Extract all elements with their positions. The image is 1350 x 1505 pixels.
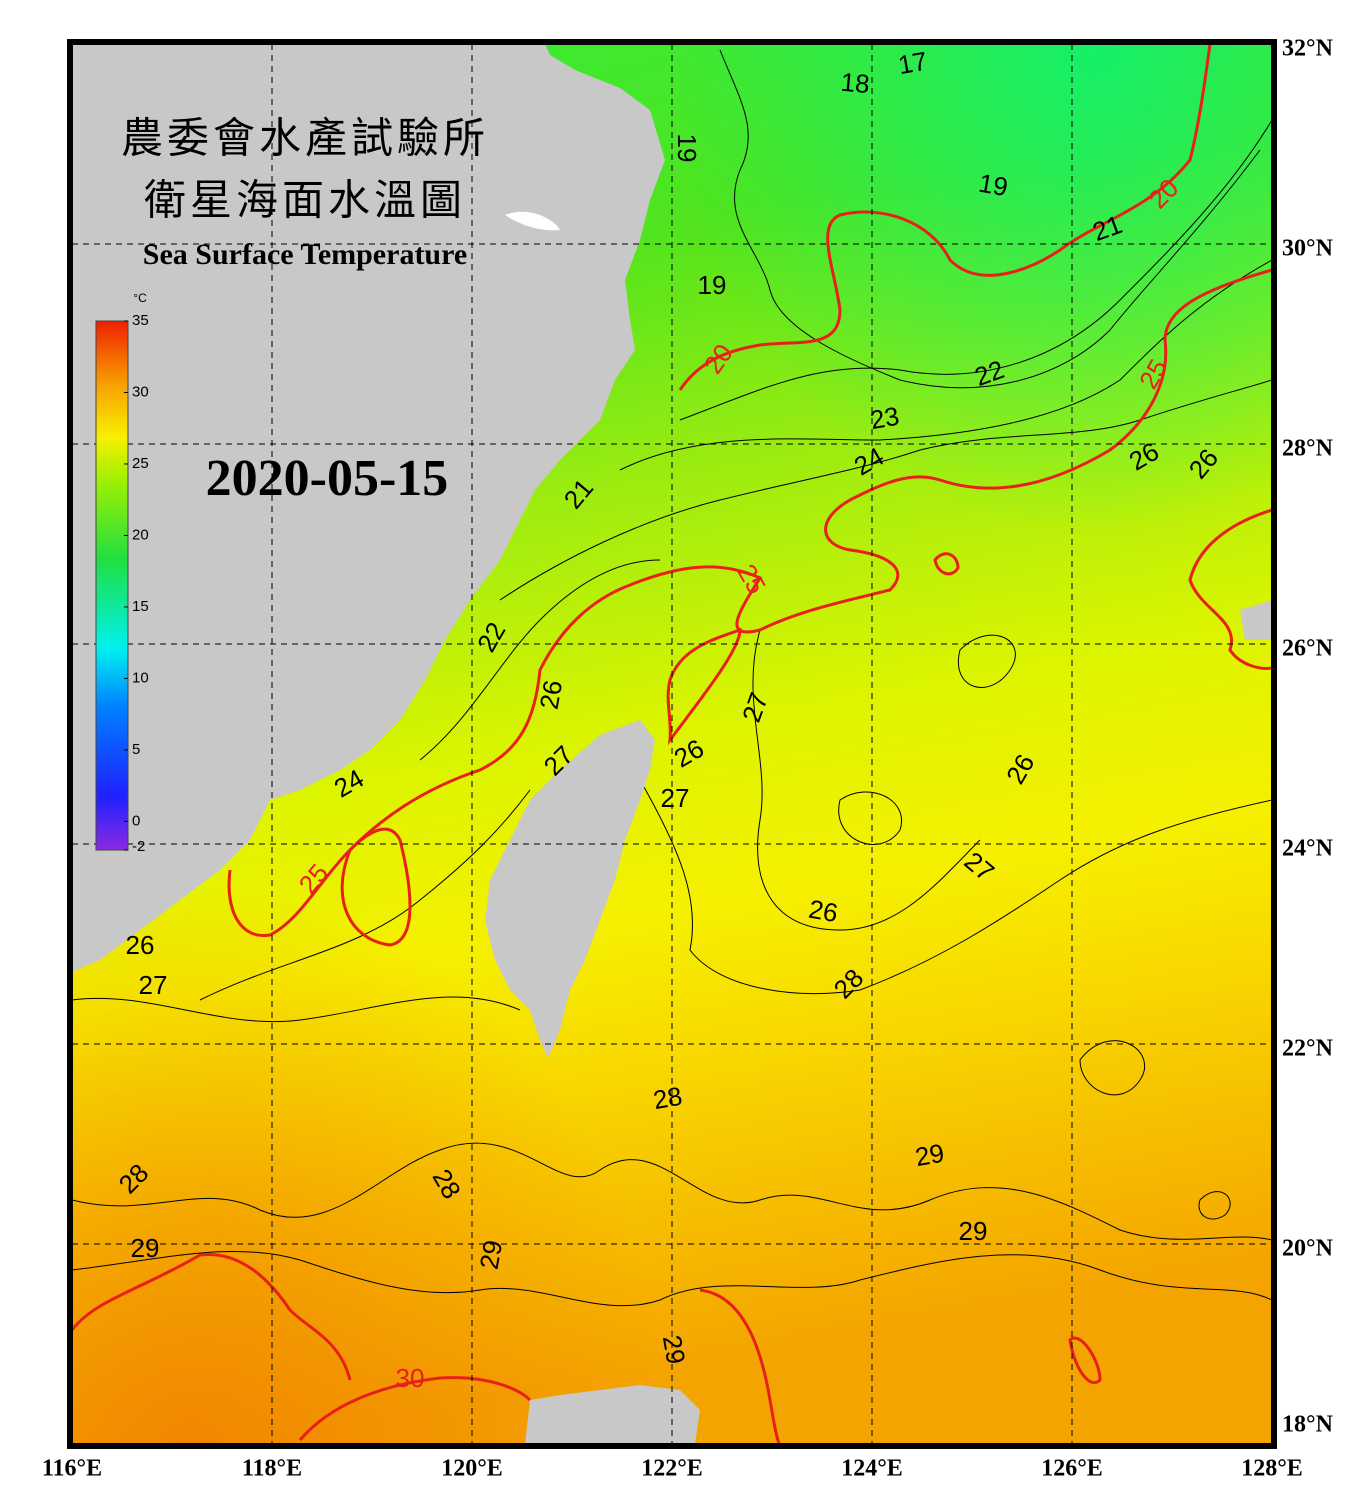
contour-label: 19: [672, 134, 702, 163]
colorbar-tick-label: 5: [132, 741, 140, 758]
contour-line: [72, 1252, 352, 1381]
estuary: [505, 211, 560, 231]
title-en: Sea Surface Temperature: [143, 238, 467, 271]
colorbar-tick-label: 15: [132, 598, 149, 615]
contour-line: [639, 779, 1272, 995]
contour-line: [227, 268, 1272, 938]
land-china: [72, 44, 665, 972]
subtitle-zh: 衛星海面水溫圖: [144, 179, 466, 225]
contour-label: 26: [807, 894, 841, 929]
x-tick-label: 122°E: [641, 1456, 703, 1482]
colorbar-tick-label: 25: [132, 455, 149, 472]
contour-label: 27: [661, 783, 690, 813]
contour-line: [678, 44, 1212, 391]
contour-label: 29: [959, 1216, 988, 1246]
x-tick-label: 116°E: [42, 1456, 102, 1482]
colorbar-unit: °C: [133, 291, 147, 305]
y-tick-label: 30°N: [1282, 236, 1334, 262]
map-frame: [67, 39, 1277, 1449]
contour-line: [666, 627, 742, 746]
contour-line: [298, 1376, 532, 1441]
colorbar-tick-label: 10: [132, 669, 149, 686]
colorbar-tick-label: 30: [132, 383, 149, 400]
y-tick-label: 20°N: [1282, 1236, 1334, 1262]
land-taiwan: [485, 720, 655, 1058]
contour-line: [72, 996, 521, 1023]
y-tick-label: 24°N: [1282, 836, 1334, 862]
land-island: [1240, 600, 1272, 640]
contour-label: 30: [396, 1363, 425, 1393]
contour-line: [679, 119, 1272, 421]
contour-line: [1188, 508, 1272, 670]
contour-label: 29: [657, 1333, 692, 1367]
contour-line: [719, 49, 1261, 389]
x-tick-label: 118°E: [242, 1456, 302, 1482]
contour-line: [499, 379, 1272, 601]
contour-label: 26: [126, 930, 155, 960]
contour-line: [72, 1142, 1272, 1241]
x-tick-label: 128°E: [1241, 1456, 1303, 1482]
contour-line: [340, 827, 412, 947]
y-tick-label: 32°N: [1282, 36, 1334, 62]
contour-line: [933, 552, 960, 576]
y-tick-label: 18°N: [1282, 1412, 1334, 1438]
contour-label: 17: [896, 46, 930, 81]
contour-line: [838, 791, 903, 845]
contour-line: [699, 1288, 782, 1444]
contour-label: 26: [534, 678, 569, 712]
x-tick-label: 124°E: [841, 1456, 903, 1482]
y-tick-label: 26°N: [1282, 636, 1334, 662]
contour-line: [1079, 1040, 1146, 1096]
contour-label: 23: [868, 401, 902, 436]
y-tick-label: 28°N: [1282, 436, 1334, 462]
contour-label: 18: [839, 67, 870, 99]
contour-line: [619, 259, 1272, 471]
colorbar-tick-label: 20: [132, 526, 149, 543]
date: 2020-05-15: [206, 450, 449, 507]
contour-label: 19: [698, 270, 727, 300]
land-luzon: [525, 1385, 700, 1444]
y-tick-label: 22°N: [1282, 1036, 1334, 1062]
contour-line: [1198, 1191, 1231, 1220]
contours: [72, 44, 1272, 1444]
contour-label: 29: [131, 1233, 160, 1263]
colorbar-tick-label: -2: [132, 838, 145, 855]
contour-label: 29: [474, 1238, 509, 1272]
colorbar-tick-label: 35: [132, 312, 149, 329]
contour-line: [1068, 1336, 1102, 1384]
contour-line: [957, 634, 1016, 688]
colorbar-ticks: 35 30 25 20 15 10 5 0 -2: [124, 312, 149, 855]
contour-line: [752, 629, 981, 931]
contour-label: 29: [913, 1138, 947, 1173]
x-tick-label: 126°E: [1041, 1456, 1103, 1482]
contour-label: 28: [651, 1081, 685, 1116]
colorbar: [95, 320, 129, 851]
contour-label: 27: [139, 970, 168, 1000]
x-tick-label: 120°E: [441, 1456, 503, 1482]
contour-line: [199, 789, 531, 1001]
title-zh: 農委會水產試驗所: [121, 116, 489, 163]
contour-line: [72, 1250, 1272, 1307]
contour-line: [419, 559, 661, 761]
colorbar-tick-label: 0: [132, 812, 140, 829]
contour-label: 19: [977, 168, 1011, 203]
